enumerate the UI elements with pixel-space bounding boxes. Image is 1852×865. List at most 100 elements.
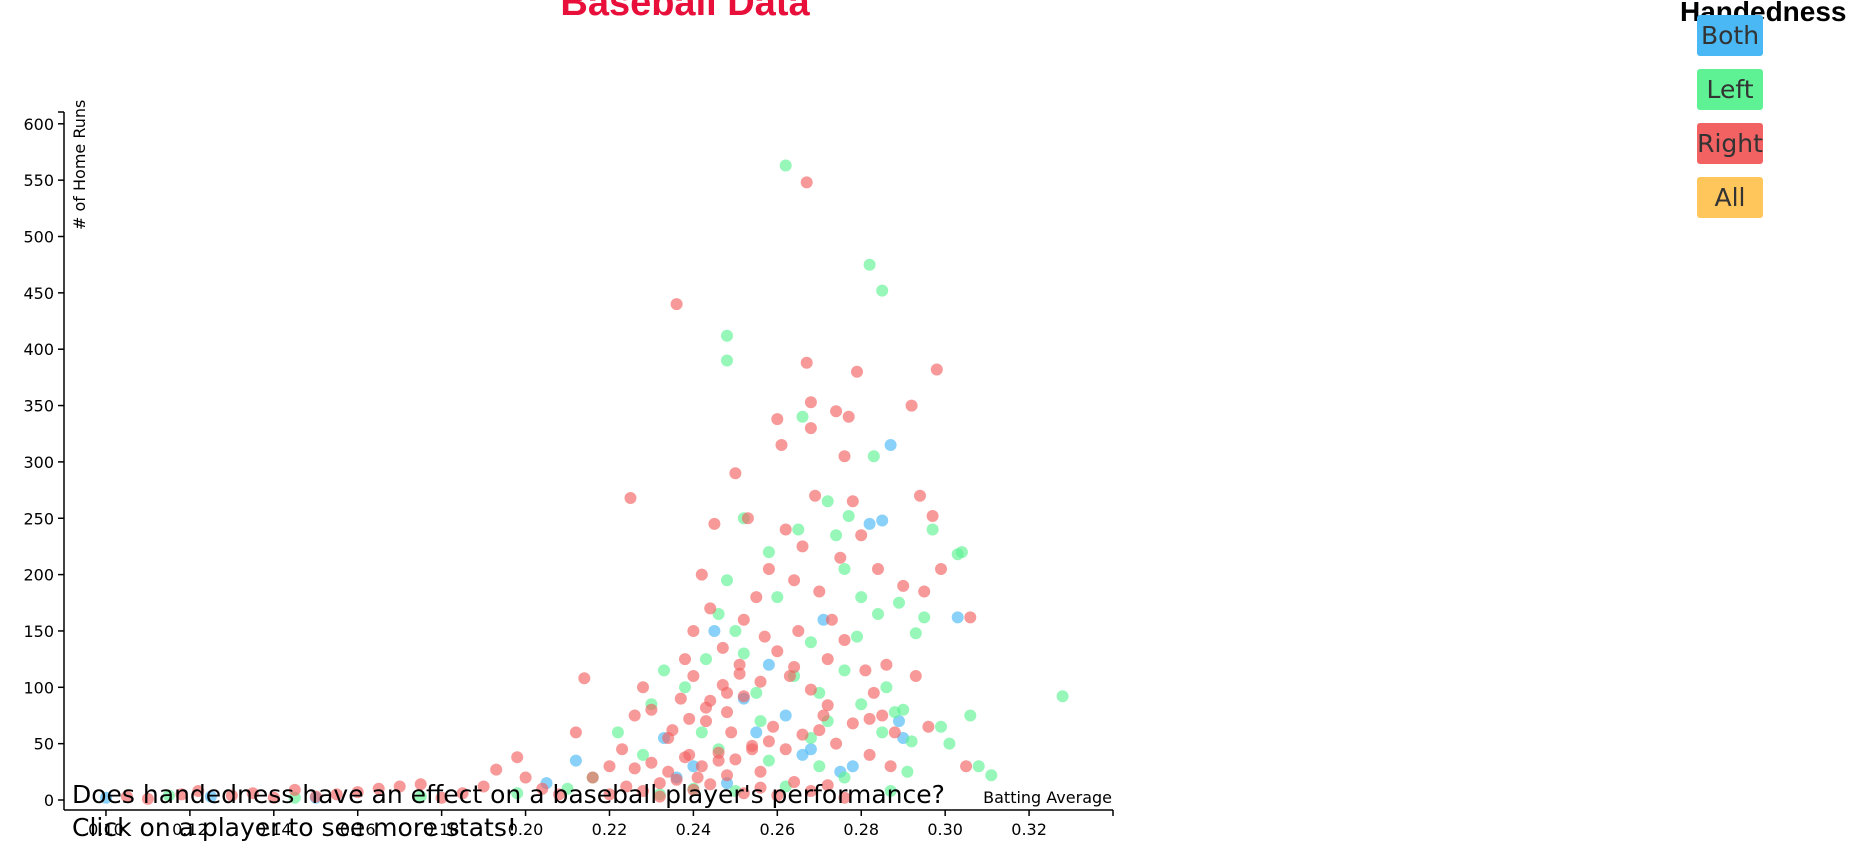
player-point-right[interactable]: [755, 766, 767, 778]
player-point-right[interactable]: [679, 751, 691, 763]
player-point-both[interactable]: [763, 659, 775, 671]
player-point-left[interactable]: [927, 524, 939, 536]
player-point-right[interactable]: [734, 668, 746, 680]
player-point-right[interactable]: [645, 757, 657, 769]
player-point-right[interactable]: [629, 710, 641, 722]
player-point-left[interactable]: [721, 330, 733, 342]
player-point-left[interactable]: [780, 160, 792, 172]
player-point-right[interactable]: [666, 724, 678, 736]
player-point-left[interactable]: [943, 738, 955, 750]
player-point-right[interactable]: [637, 681, 649, 693]
player-point-both[interactable]: [847, 760, 859, 772]
player-point-left[interactable]: [612, 726, 624, 738]
player-point-right[interactable]: [729, 467, 741, 479]
player-point-left[interactable]: [876, 285, 888, 297]
player-point-right[interactable]: [797, 540, 809, 552]
player-point-left[interactable]: [880, 681, 892, 693]
player-point-right[interactable]: [713, 747, 725, 759]
player-point-left[interactable]: [1057, 690, 1069, 702]
player-point-right[interactable]: [834, 552, 846, 564]
player-point-right[interactable]: [662, 766, 674, 778]
player-point-right[interactable]: [780, 524, 792, 536]
player-point-right[interactable]: [839, 634, 851, 646]
player-point-left[interactable]: [792, 524, 804, 536]
player-point-right[interactable]: [822, 699, 834, 711]
player-point-right[interactable]: [813, 724, 825, 736]
player-point-right[interactable]: [792, 625, 804, 637]
player-point-left[interactable]: [851, 631, 863, 643]
player-point-both[interactable]: [864, 518, 876, 530]
player-point-right[interactable]: [813, 586, 825, 598]
player-point-right[interactable]: [788, 574, 800, 586]
player-point-both[interactable]: [708, 625, 720, 637]
player-point-right[interactable]: [746, 740, 758, 752]
player-point-right[interactable]: [755, 676, 767, 688]
player-point-right[interactable]: [578, 672, 590, 684]
player-point-right[interactable]: [625, 492, 637, 504]
player-point-left[interactable]: [839, 563, 851, 575]
player-point-both[interactable]: [750, 726, 762, 738]
player-point-left[interactable]: [918, 611, 930, 623]
player-point-left[interactable]: [700, 653, 712, 665]
player-point-right[interactable]: [700, 702, 712, 714]
player-point-left[interactable]: [738, 648, 750, 660]
player-point-left[interactable]: [973, 760, 985, 772]
player-point-right[interactable]: [725, 726, 737, 738]
player-point-both[interactable]: [885, 439, 897, 451]
player-point-right[interactable]: [927, 510, 939, 522]
player-point-right[interactable]: [906, 400, 918, 412]
player-point-left[interactable]: [910, 627, 922, 639]
player-point-right[interactable]: [704, 602, 716, 614]
player-point-right[interactable]: [570, 726, 582, 738]
player-point-right[interactable]: [843, 411, 855, 423]
player-point-right[interactable]: [830, 405, 842, 417]
player-point-right[interactable]: [876, 710, 888, 722]
player-point-left[interactable]: [696, 726, 708, 738]
player-point-left[interactable]: [822, 495, 834, 507]
player-point-right[interactable]: [721, 706, 733, 718]
player-point-right[interactable]: [616, 743, 628, 755]
player-point-right[interactable]: [675, 693, 687, 705]
player-point-right[interactable]: [717, 642, 729, 654]
player-point-right[interactable]: [742, 512, 754, 524]
player-point-right[interactable]: [801, 357, 813, 369]
player-point-left[interactable]: [893, 597, 905, 609]
player-point-left[interactable]: [897, 704, 909, 716]
player-point-left[interactable]: [855, 591, 867, 603]
player-point-right[interactable]: [717, 679, 729, 691]
player-point-left[interactable]: [985, 769, 997, 781]
player-point-both[interactable]: [570, 755, 582, 767]
player-point-right[interactable]: [847, 495, 859, 507]
player-point-both[interactable]: [876, 515, 888, 527]
player-point-left[interactable]: [729, 625, 741, 637]
player-point-right[interactable]: [897, 580, 909, 592]
player-point-left[interactable]: [658, 664, 670, 676]
player-point-right[interactable]: [935, 563, 947, 575]
player-point-left[interactable]: [813, 760, 825, 772]
player-point-right[interactable]: [671, 298, 683, 310]
player-point-right[interactable]: [763, 735, 775, 747]
player-point-right[interactable]: [696, 760, 708, 772]
player-point-right[interactable]: [851, 366, 863, 378]
player-point-right[interactable]: [750, 591, 762, 603]
player-point-left[interactable]: [721, 574, 733, 586]
player-point-right[interactable]: [864, 749, 876, 761]
player-point-right[interactable]: [708, 518, 720, 530]
player-point-right[interactable]: [868, 687, 880, 699]
player-point-right[interactable]: [776, 439, 788, 451]
player-point-both[interactable]: [797, 749, 809, 761]
player-point-right[interactable]: [771, 413, 783, 425]
player-point-left[interactable]: [679, 681, 691, 693]
player-point-right[interactable]: [964, 611, 976, 623]
player-point-left[interactable]: [876, 726, 888, 738]
player-point-left[interactable]: [755, 715, 767, 727]
player-point-right[interactable]: [490, 764, 502, 776]
player-point-right[interactable]: [931, 364, 943, 376]
player-point-right[interactable]: [889, 726, 901, 738]
player-point-left[interactable]: [855, 698, 867, 710]
player-point-right[interactable]: [696, 569, 708, 581]
player-point-left[interactable]: [839, 664, 851, 676]
player-point-right[interactable]: [914, 490, 926, 502]
player-point-left[interactable]: [868, 450, 880, 462]
player-point-right[interactable]: [839, 450, 851, 462]
